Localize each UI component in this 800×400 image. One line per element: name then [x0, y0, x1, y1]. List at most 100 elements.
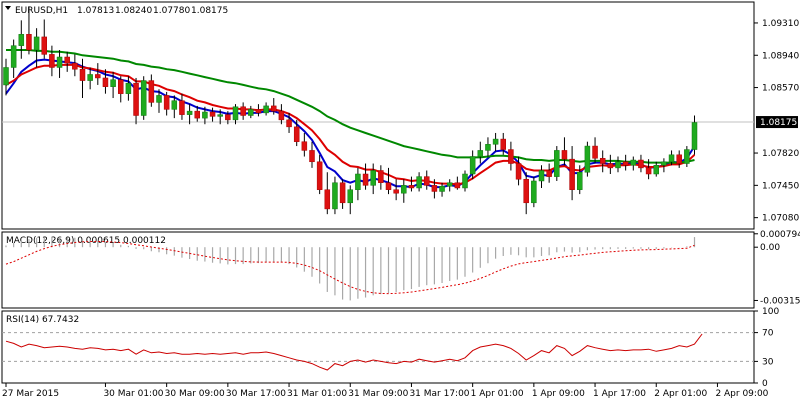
time-tick-label: 1 Apr 01:00	[471, 389, 524, 399]
bullish-candle-body	[33, 36, 40, 51]
rsi-pane-title: RSI(14) 67.7432	[6, 315, 79, 325]
bearish-candle-body	[424, 176, 430, 186]
bullish-candle-body	[171, 100, 178, 110]
last-price-label: 1.08175	[760, 118, 797, 128]
bullish-candle-body	[347, 189, 353, 204]
time-tick-label: 30 Mar 01:00	[103, 389, 163, 399]
bullish-candle-body	[630, 159, 637, 166]
bearish-candle-body	[293, 126, 300, 142]
bearish-candle-body	[431, 185, 438, 192]
bullish-candle-body	[615, 161, 621, 169]
candle	[615, 156, 621, 173]
bearish-candle-body	[592, 145, 598, 159]
candle	[293, 119, 300, 147]
candle	[156, 89, 162, 113]
macd-tick-label: 0.00	[760, 243, 780, 253]
candle	[638, 154, 644, 173]
candle	[64, 51, 70, 72]
macd-tick-label: -0.003154	[760, 296, 800, 306]
candle	[41, 19, 47, 59]
ohlc-low: 1.07780	[153, 6, 190, 16]
candle	[607, 154, 614, 174]
rsi-polyline	[5, 333, 703, 371]
price-tick-label: 1.08570	[762, 84, 799, 94]
candle	[378, 165, 384, 190]
bearish-candle-body	[278, 110, 285, 121]
candle	[661, 158, 667, 173]
bullish-candle-body	[668, 154, 675, 163]
ohlc-open: 1.07813	[77, 6, 114, 16]
candle	[569, 146, 575, 201]
time-tick-label: 30 Mar 09:00	[165, 389, 225, 399]
rsi-tick-label: 100	[762, 307, 779, 317]
bearish-candle-body	[393, 189, 399, 194]
candle	[163, 91, 170, 116]
candle	[416, 172, 422, 192]
bearish-candle-body	[599, 158, 606, 164]
bullish-candle-body	[531, 180, 537, 204]
rsi-pane-frame	[1, 310, 755, 384]
bullish-candle-body	[492, 138, 499, 145]
bearish-candle-body	[102, 77, 109, 87]
bearish-candle-body	[26, 34, 32, 51]
candle	[439, 182, 445, 197]
bearish-candle-body	[209, 111, 216, 117]
candle	[401, 179, 407, 203]
macd-pane-title: MACD(12,26,9) 0.000615 0.000112	[6, 236, 166, 246]
price-pane: EURUSD,H1 1.07813 1.08240 1.07780 1.0817…	[1, 1, 799, 230]
candle	[362, 163, 369, 190]
candle	[630, 156, 637, 171]
candle	[385, 167, 392, 195]
bullish-candle-body	[416, 176, 422, 189]
bearish-candle-body	[362, 173, 369, 186]
candle	[102, 69, 109, 94]
candle	[263, 102, 269, 116]
candle	[531, 176, 537, 208]
price-tick-label: 1.07080	[762, 214, 799, 224]
bearish-candle-body	[622, 161, 629, 166]
bullish-candle-body	[332, 182, 338, 210]
candle	[10, 39, 17, 78]
candle	[668, 150, 675, 166]
bearish-candle-body	[454, 182, 461, 189]
bullish-candle-body	[248, 109, 254, 116]
bullish-candle-body	[446, 182, 453, 187]
bullish-candle-body	[462, 173, 468, 189]
bearish-candle-body	[179, 100, 185, 115]
candle	[225, 111, 231, 125]
rsi-tick-label: 0	[762, 379, 768, 389]
ohlc-close: 1.08175	[191, 6, 228, 16]
candle	[653, 161, 659, 177]
time-tick-label: 27 Mar 2015	[2, 389, 59, 399]
candle	[546, 163, 552, 183]
time-tick-label: 2 Apr 01:00	[654, 389, 707, 399]
candle	[332, 176, 338, 215]
bearish-candle-body	[324, 189, 331, 210]
candle	[56, 50, 63, 78]
candle	[676, 150, 682, 168]
candle	[26, 6, 32, 55]
time-tick-label: 31 Mar 17:00	[409, 389, 469, 399]
bearish-candle-body	[72, 62, 78, 70]
candle	[217, 109, 223, 125]
rsi-tick-label: 30	[762, 357, 774, 367]
candle	[118, 76, 124, 103]
candle	[248, 105, 254, 119]
candle	[577, 165, 583, 195]
time-axis: 27 Mar 2015 30 Mar 01:00 30 Mar 09:00 30 Ma…	[2, 383, 769, 399]
candle	[18, 20, 25, 59]
candle	[355, 167, 361, 201]
candle	[454, 176, 461, 190]
candle	[33, 28, 40, 68]
candle	[3, 58, 9, 96]
bearish-candle-body	[607, 163, 614, 169]
bullish-candle-body	[56, 56, 63, 68]
bearish-candle-body	[385, 182, 392, 190]
bullish-candle-body	[355, 173, 361, 190]
bullish-candle-body	[554, 150, 560, 177]
time-tick-label: 30 Mar 17:00	[226, 389, 286, 399]
bearish-candle-body	[316, 161, 323, 190]
candle	[240, 102, 246, 120]
collapse-arrow-icon[interactable]	[5, 6, 11, 10]
bearish-candle-body	[408, 185, 415, 189]
